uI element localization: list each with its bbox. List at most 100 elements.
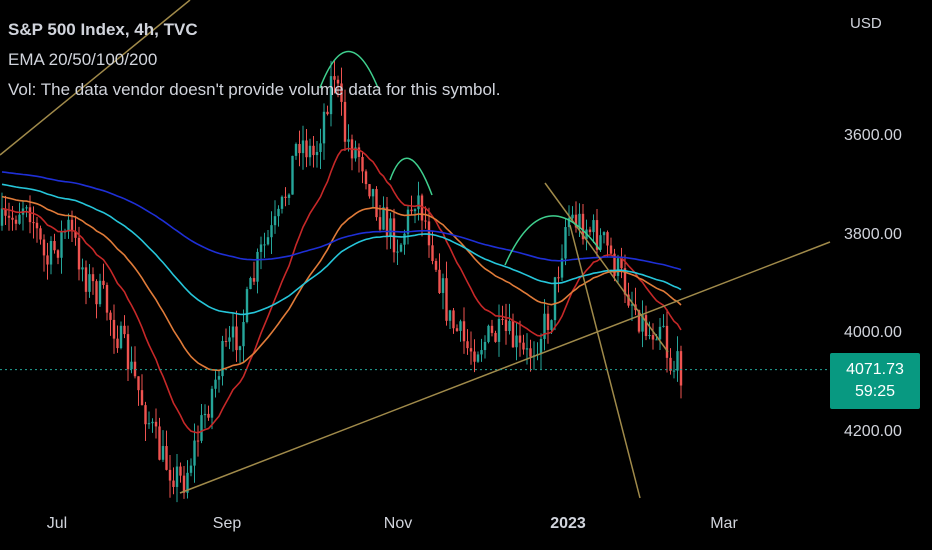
candle-body (329, 76, 333, 115)
candle-body (406, 209, 410, 234)
candle-body (375, 189, 378, 218)
candle-body (462, 321, 466, 342)
candle-body (518, 335, 522, 343)
candle-body (175, 466, 179, 487)
candle-body (70, 219, 74, 232)
candle-body (207, 413, 210, 418)
candle-body (602, 232, 606, 236)
candle-body (315, 151, 319, 156)
candle-body (564, 227, 567, 259)
candle-body (147, 423, 151, 425)
candle-body (28, 207, 32, 223)
candle-body (525, 348, 529, 350)
candle-body (214, 379, 217, 389)
candle-body (235, 326, 238, 351)
candle-body (452, 310, 455, 329)
candle-body (490, 325, 494, 333)
price-tick: 4000.00 (844, 324, 902, 341)
candle-body (455, 328, 459, 331)
candle-body (14, 219, 18, 224)
candle-body (665, 325, 669, 358)
candle-body (389, 218, 392, 237)
candle-body (504, 319, 508, 332)
candle-body (67, 219, 70, 232)
candle-body (557, 277, 560, 279)
candle-body (91, 274, 95, 282)
pattern-arc[interactable] (389, 157, 433, 196)
candle-body (522, 342, 525, 350)
candle-body (116, 338, 119, 349)
candle-body (144, 405, 147, 425)
candle-body (154, 421, 158, 427)
candle-body (53, 241, 56, 251)
trend-line[interactable] (544, 182, 669, 353)
candle-body (480, 350, 483, 355)
candle-body (627, 294, 630, 306)
trend-line[interactable] (569, 224, 641, 499)
candle-body (368, 184, 371, 197)
candle-body (476, 354, 480, 362)
candle-body (123, 325, 126, 335)
candle-body (571, 214, 574, 219)
candle-body (81, 267, 84, 270)
candle-body (158, 426, 161, 460)
candle-body (613, 253, 616, 276)
candle-body (361, 156, 364, 172)
candle-body (312, 145, 315, 156)
candle-body (515, 335, 518, 348)
candle-body (11, 217, 14, 220)
candle-body (189, 465, 193, 473)
candle-body (217, 376, 221, 380)
time-tick-year: 2023 (550, 515, 586, 532)
time-tick: Jul (46, 515, 68, 532)
candle-body (228, 337, 231, 342)
candle-body (245, 289, 249, 323)
candle-body (672, 370, 676, 372)
candle-body (546, 313, 550, 330)
candle-body (473, 351, 476, 362)
candle-body (669, 357, 672, 371)
candle-body (182, 475, 186, 493)
candle-body (273, 216, 277, 226)
candle-body (130, 361, 133, 370)
candle-body (441, 278, 445, 293)
candle-body (301, 140, 305, 154)
candle-body (494, 332, 497, 342)
candle-body (620, 258, 623, 269)
pattern-arc[interactable] (319, 50, 379, 89)
symbol-title[interactable]: S&P 500 Index, 4h, TVC (8, 20, 198, 39)
candle-body (291, 155, 294, 195)
candle-body (403, 233, 406, 245)
ema-200-line (1, 171, 682, 271)
candle-body (280, 196, 284, 209)
candle-body (256, 251, 259, 282)
candle-body (357, 147, 361, 157)
candle-body (196, 440, 200, 442)
trend-line[interactable] (0, 0, 191, 156)
current-price-value: 4071.73 (846, 361, 904, 378)
candle-body (112, 319, 116, 339)
candle-body (224, 340, 228, 342)
candle-body (662, 325, 665, 327)
candle-body (676, 351, 679, 371)
candle-body (137, 376, 140, 391)
pattern-arc[interactable] (504, 215, 601, 266)
candle-body (284, 196, 287, 198)
currency-label[interactable]: USD (850, 15, 882, 32)
candle-body (658, 326, 662, 340)
candle-body (186, 472, 189, 493)
candle-body (49, 241, 53, 265)
trend-line[interactable] (179, 241, 831, 494)
candle-body (343, 101, 347, 142)
candle-body (511, 320, 515, 348)
current-price-badge: 4071.73 59:25 (830, 353, 920, 409)
candle-body (32, 222, 35, 224)
price-tick: 3800.00 (844, 226, 902, 243)
price-tick: 4200.00 (844, 423, 902, 440)
candle-body (238, 346, 242, 351)
candle-body (417, 195, 420, 210)
candle-body (0, 208, 4, 226)
ema-legend[interactable]: EMA 20/50/100/200 (8, 50, 158, 69)
